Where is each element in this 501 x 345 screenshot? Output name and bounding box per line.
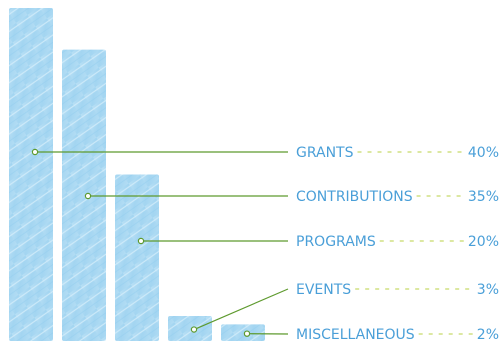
value-label-events: 3% [477,282,499,298]
category-label-contributions: CONTRIBUTIONS [296,189,413,205]
category-label-programs: PROGRAMS [296,234,376,250]
value-label-programs: 20% [468,234,499,250]
category-label-events: EVENTS [296,282,351,298]
value-label-miscellaneous: 2% [477,327,499,343]
category-label-miscellaneous: MISCELLANEOUS [296,327,415,343]
category-label-grants: GRANTS [296,145,354,161]
bar-programs [115,174,159,341]
bar-grants [9,8,53,341]
anchor-dot-contributions [84,192,92,200]
leader-line-events [193,288,289,331]
anchor-dot-events [190,326,198,333]
bar-events [168,316,212,341]
anchor-dot-grants [31,148,39,156]
value-label-grants: 40% [468,145,499,161]
bar-contributions [62,49,106,341]
anchor-dot-miscellaneous [243,330,251,337]
anchor-dot-programs [137,237,145,245]
bar-miscellaneous [221,324,265,341]
value-label-contributions: 35% [468,189,499,205]
